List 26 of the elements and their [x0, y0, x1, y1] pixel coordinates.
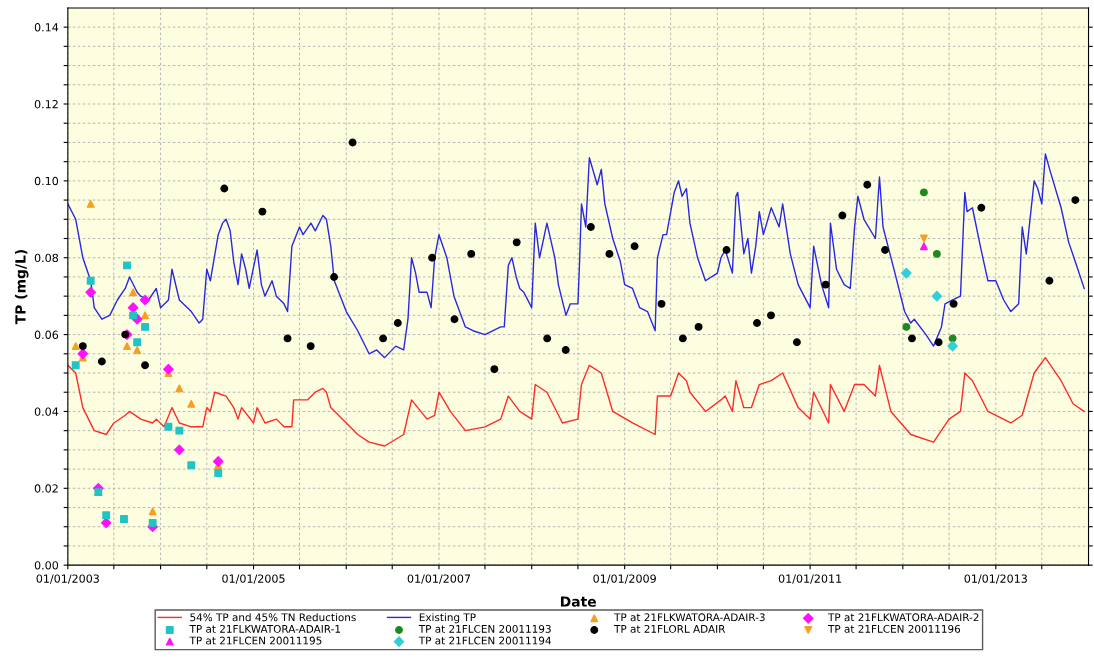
x-tick-label: 01/01/2005 — [222, 574, 285, 584]
legend-label: TP at 21FLCEN 20011196 — [827, 624, 961, 633]
legend-label: TP at 21FLKWATORA-ADAIR-1 — [189, 624, 341, 633]
y-tick-label: 0.00 — [34, 561, 59, 570]
y-tick-label: 0.02 — [34, 484, 58, 493]
x-tick-label: 01/01/2011 — [778, 574, 842, 584]
y-axis-title: TP (mg/L) — [14, 249, 29, 325]
y-tick-label: 0.10 — [34, 176, 59, 186]
x-tick-label: 01/01/2009 — [593, 574, 656, 584]
legend-label: TP at 21FLKWATORA-ADAIR-2 — [827, 613, 979, 622]
y-tick-label: 0.14 — [34, 23, 59, 32]
x-tick-label: 01/01/2003 — [36, 574, 99, 584]
y-tick-label: 0.04 — [34, 407, 59, 416]
legend-label: TP at 21FLCEN 20011195 — [189, 636, 322, 645]
legend-label: TP at 21FLCEN 20011194 — [418, 636, 551, 645]
y-tick-label: 0.12 — [34, 99, 58, 109]
legend-label: TP at 21FLKWATORA-ADAIR-3 — [614, 613, 765, 622]
legend-label: TP at 21FLORL ADAIR — [614, 624, 726, 633]
legend-label: 54% TP and 45% TN Reductions — [190, 613, 356, 622]
legend-label: Existing TP — [419, 613, 476, 624]
legend-label: TP at 21FLCEN 20011193 — [418, 624, 551, 633]
y-tick-label: 0.08 — [34, 253, 59, 263]
x-tick-label: 01/01/2013 — [964, 574, 1027, 584]
x-tick-label: 01/01/2007 — [407, 574, 471, 584]
y-tick-label: 0.06 — [34, 330, 59, 339]
x-axis-title: Date — [560, 596, 596, 607]
